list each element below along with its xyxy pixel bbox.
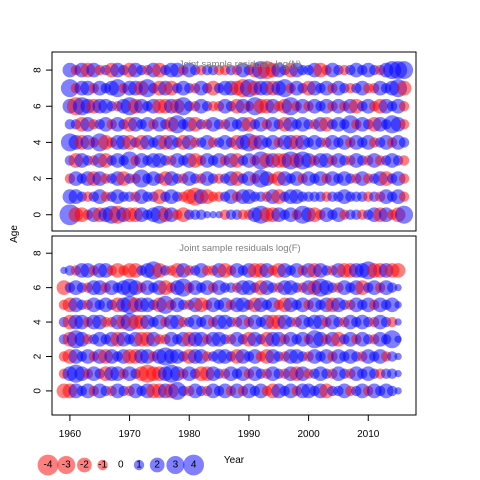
- residual-bubble: [394, 370, 402, 378]
- residuals-n-panel: Joint sample residuals log(N) 0 2 4 6 8: [33, 51, 417, 232]
- x-tick-label: 2000: [297, 429, 320, 440]
- residual-bubble: [398, 101, 410, 112]
- x-tick-label: 2010: [357, 429, 380, 440]
- legend-label: -4: [44, 460, 53, 471]
- y-tick-label: 6: [33, 103, 44, 109]
- legend-bubble: [37, 454, 59, 476]
- residual-bubble: [395, 61, 414, 80]
- residual-bubble: [203, 211, 211, 219]
- y-tick-label: 0: [33, 388, 44, 394]
- legend-bubble: [149, 457, 165, 473]
- residual-bubble: [398, 191, 410, 202]
- legend-label: 2: [154, 460, 160, 471]
- residual-bubble: [398, 173, 410, 184]
- residual-bubble: [386, 368, 398, 379]
- y-tick-label: 8: [33, 67, 44, 73]
- residuals-f-panel: Joint sample residuals log(F) 0 2 4 6 8: [33, 235, 417, 416]
- residual-bubble: [398, 119, 410, 130]
- legend-bubble: [57, 455, 76, 475]
- x-axis: 1960 1970 1980 1990 2000 2010: [59, 414, 380, 440]
- residual-bubble: [384, 297, 400, 313]
- y-tick-label: 8: [33, 250, 44, 256]
- legend-label: -2: [80, 460, 89, 471]
- legend-bubble: [97, 459, 108, 471]
- bubble-size-legend: -4 -3 -2 -1 0 1 2 3 4: [37, 454, 205, 476]
- legend-bubble: [166, 455, 185, 475]
- residual-bubble: [398, 155, 410, 166]
- residual-bubble: [386, 351, 398, 362]
- x-tick-label: 1960: [59, 429, 82, 440]
- panel-n-bubbles: [59, 61, 414, 226]
- residual-bubble: [394, 318, 402, 326]
- legend-bubble: [77, 457, 92, 473]
- residual-bubble: [383, 330, 402, 349]
- x-tick-label: 1980: [178, 429, 201, 440]
- residual-bubble: [394, 352, 402, 361]
- residual-bubble: [398, 137, 410, 148]
- y-axis-label: Age: [9, 225, 20, 243]
- legend-label: 0: [118, 460, 124, 471]
- y-tick-label: 4: [33, 139, 44, 145]
- residual-bubble: [386, 316, 398, 328]
- x-axis-label: Year: [224, 455, 245, 466]
- y-tick-label: 6: [33, 284, 44, 290]
- x-tick-label: 1970: [118, 429, 141, 440]
- y-tick-label: 0: [33, 212, 44, 218]
- residual-bubble: [394, 335, 402, 343]
- residual-bubble: [394, 301, 402, 309]
- legend-bubble: [183, 454, 205, 476]
- legend-bubble: [133, 459, 145, 471]
- residual-bubble: [195, 209, 207, 220]
- y-tick-label: 4: [33, 319, 44, 325]
- x-tick-label: 1990: [238, 429, 261, 440]
- residual-bubble: [209, 211, 217, 219]
- residual-bubble: [386, 282, 398, 293]
- residual-bubble: [394, 283, 402, 292]
- legend-label: 1: [136, 460, 142, 471]
- panel-n-y-axis: 0 2 4 6 8: [33, 67, 53, 218]
- legend-label: -1: [98, 460, 107, 471]
- panel-n-title: Joint sample residuals log(N): [179, 59, 302, 70]
- panel-f-y-axis: 0 2 4 6 8: [33, 250, 53, 394]
- residual-bubble: [394, 387, 402, 395]
- y-tick-label: 2: [33, 175, 44, 181]
- panel-f-title: Joint sample residuals log(F): [179, 243, 300, 254]
- y-tick-label: 2: [33, 353, 44, 359]
- residual-bubble: [390, 263, 406, 278]
- legend-label: 3: [173, 460, 179, 471]
- panel-f-bubbles: [56, 261, 406, 400]
- legend-label: -3: [62, 460, 71, 471]
- residual-bubble: [396, 80, 412, 96]
- residual-bubble: [386, 385, 398, 397]
- legend-label: 4: [191, 460, 197, 471]
- residual-bubble: [395, 205, 414, 224]
